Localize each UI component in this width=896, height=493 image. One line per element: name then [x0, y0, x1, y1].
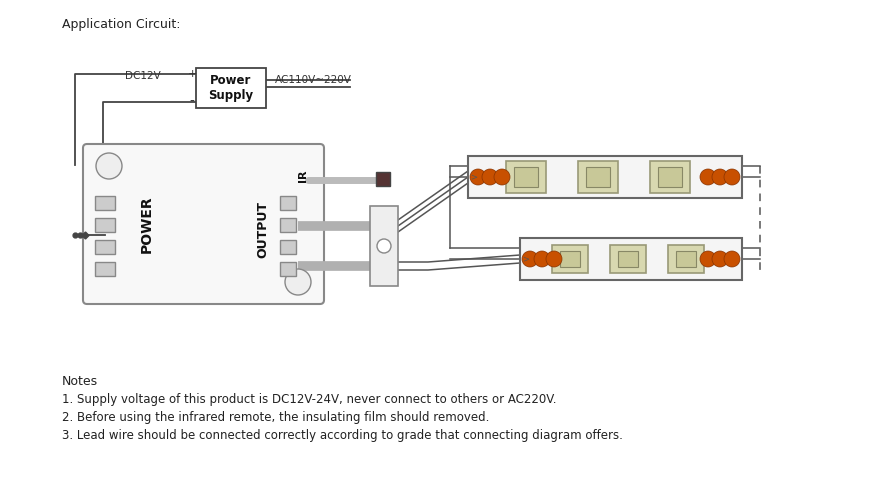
Bar	[95, 240, 115, 254]
Text: DC12V: DC12V	[125, 71, 161, 81]
Bar	[586, 167, 610, 187]
Bar	[280, 196, 296, 210]
Bar	[560, 251, 580, 267]
Circle shape	[470, 169, 486, 185]
Circle shape	[494, 169, 510, 185]
Bar	[196, 68, 266, 108]
Text: 3. Lead wire should be connected correctly according to grade that connecting di: 3. Lead wire should be connected correct…	[62, 429, 623, 442]
Bar	[514, 167, 538, 187]
Text: -: -	[190, 95, 194, 109]
Circle shape	[712, 251, 728, 267]
Text: +: +	[187, 69, 197, 79]
Text: >: >	[470, 173, 477, 181]
Circle shape	[724, 251, 740, 267]
Bar	[280, 240, 296, 254]
Bar	[676, 251, 696, 267]
Circle shape	[96, 153, 122, 179]
Bar	[578, 161, 618, 193]
Circle shape	[724, 169, 740, 185]
Circle shape	[285, 269, 311, 295]
Bar	[370, 206, 398, 286]
Bar	[658, 167, 682, 187]
Bar	[668, 245, 704, 273]
Text: 2. Before using the infrared remote, the insulating film should removed.: 2. Before using the infrared remote, the…	[62, 411, 489, 424]
Circle shape	[700, 169, 716, 185]
Text: POWER: POWER	[140, 195, 154, 253]
Text: 1. Supply voltage of this product is DC12V-24V, never connect to others or AC220: 1. Supply voltage of this product is DC1…	[62, 393, 556, 406]
Text: Notes: Notes	[62, 375, 99, 388]
Text: IR: IR	[298, 170, 308, 182]
Circle shape	[700, 251, 716, 267]
Text: OUTPUT: OUTPUT	[256, 201, 270, 257]
Circle shape	[377, 239, 391, 253]
Text: Power
Supply: Power Supply	[209, 73, 254, 103]
Bar	[618, 251, 638, 267]
FancyBboxPatch shape	[83, 144, 324, 304]
Bar	[280, 262, 296, 276]
Circle shape	[546, 251, 562, 267]
Bar	[280, 218, 296, 232]
Text: AC110V~220V: AC110V~220V	[275, 75, 352, 85]
Text: Application Circuit:: Application Circuit:	[62, 18, 180, 31]
Bar	[610, 245, 646, 273]
Bar	[95, 262, 115, 276]
Text: >: >	[522, 254, 529, 263]
Bar	[376, 172, 390, 186]
Bar	[468, 156, 742, 198]
Circle shape	[522, 251, 538, 267]
Bar	[506, 161, 546, 193]
Bar	[552, 245, 588, 273]
Bar	[650, 161, 690, 193]
Circle shape	[712, 169, 728, 185]
Bar	[95, 218, 115, 232]
Circle shape	[482, 169, 498, 185]
Bar	[95, 196, 115, 210]
Bar	[520, 238, 742, 280]
Circle shape	[534, 251, 550, 267]
